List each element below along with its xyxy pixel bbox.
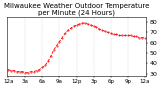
Title: Milwaukee Weather Outdoor Temperature
per Minute (24 Hours): Milwaukee Weather Outdoor Temperature pe… bbox=[4, 3, 149, 16]
